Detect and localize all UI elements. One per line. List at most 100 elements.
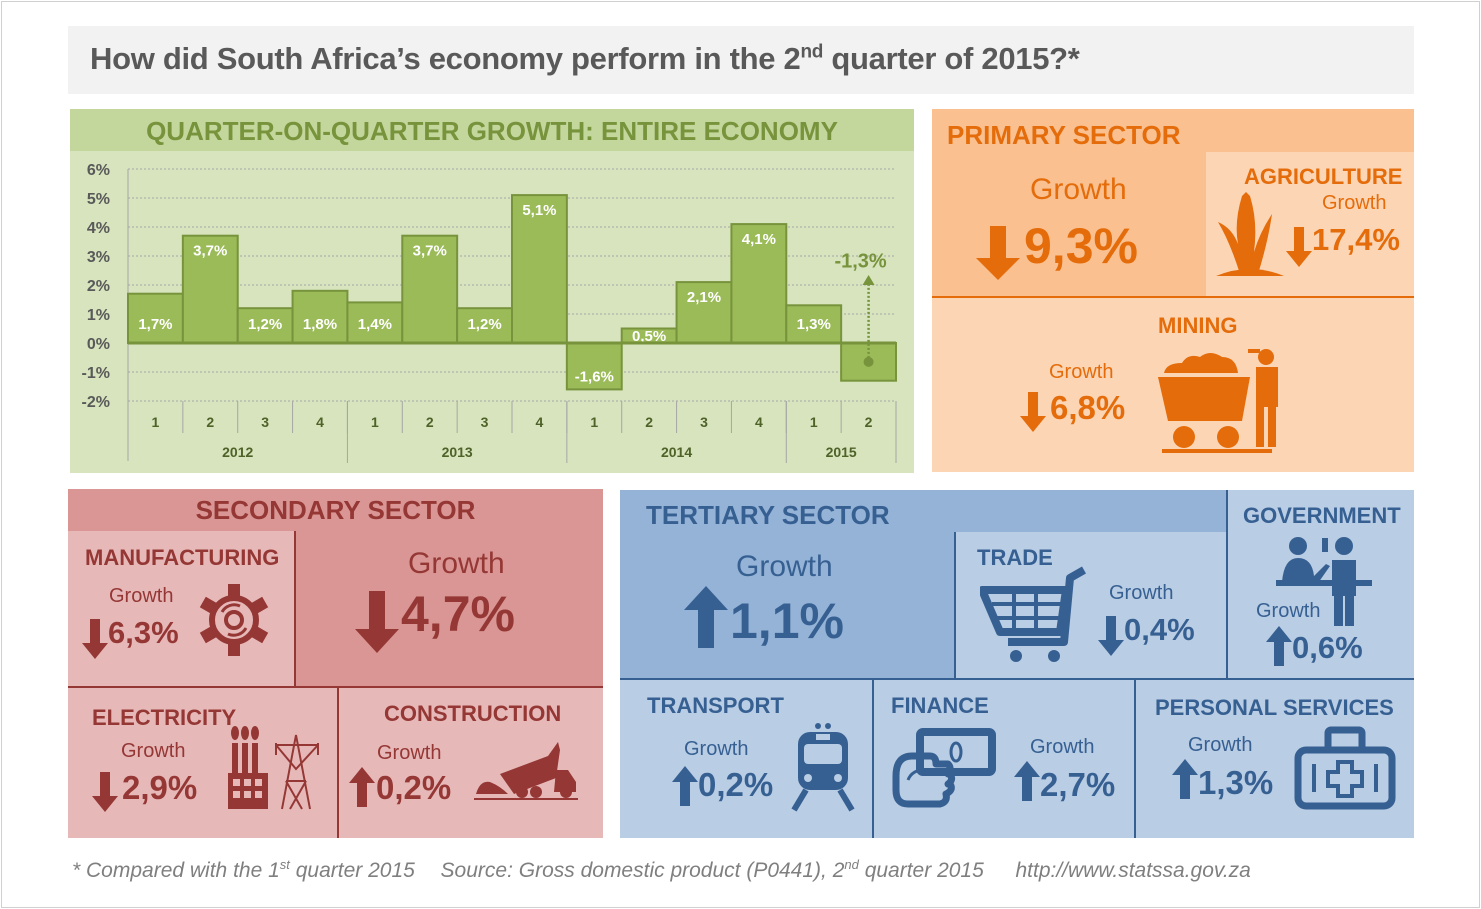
y-tick-label: 1% — [87, 307, 110, 324]
x-category-label: 2 — [426, 414, 434, 430]
shopping-cart-icon — [980, 566, 1086, 662]
train-icon — [791, 723, 855, 812]
title-bar: How did South Africa’s economy perform i… — [68, 26, 1414, 94]
y-tick-label: 2% — [87, 278, 110, 295]
construction-title: CONSTRUCTION — [384, 701, 562, 726]
data-label: 1,3% — [797, 316, 831, 333]
electricity-growth-value: 2,9% — [122, 769, 198, 806]
electricity-title: ELECTRICITY — [92, 705, 237, 730]
trade-title: TRADE — [977, 545, 1053, 570]
chart-header: QUARTER-ON-QUARTER GROWTH: ENTIRE ECONOM… — [70, 109, 914, 151]
agriculture-growth-value: 17,4% — [1312, 222, 1400, 257]
title-sup: nd — [800, 41, 824, 63]
tertiary-sector-panel: TERTIARY SECTOR Growth 1,1% TRADE Growth… — [620, 490, 1414, 838]
x-group-label: 2013 — [442, 444, 473, 460]
arrow-down-icon — [82, 619, 108, 659]
y-tick-label: -2% — [82, 394, 110, 411]
arrow-up-icon — [684, 586, 728, 648]
trade-growth-label: Growth — [1109, 582, 1174, 604]
y-tick-label: 6% — [87, 162, 110, 179]
bar — [785, 304, 843, 345]
transport-growth-value: 0,2% — [698, 766, 774, 803]
data-label: 0,5% — [632, 328, 666, 345]
secondary-sector-panel: SECONDARY SECTOR MANUFACTURING Growth 6,… — [68, 489, 603, 838]
secondary-sector-title: SECONDARY SECTOR — [195, 495, 476, 525]
arrow-up-icon — [1014, 761, 1040, 801]
x-group-label: 2012 — [222, 444, 253, 460]
footer-note-sup: st — [279, 857, 290, 872]
footer: * Compared with the 1st quarter 2015 Sou… — [72, 857, 1251, 883]
transport-title: TRANSPORT — [647, 693, 784, 718]
footer-url-link[interactable]: http://www.statssa.gov.za — [1015, 859, 1251, 882]
x-category-label: 3 — [481, 414, 489, 430]
arrow-down-icon — [976, 226, 1020, 280]
divider — [68, 686, 603, 688]
tertiary-growth-value: 1,1% — [730, 593, 844, 649]
agriculture-growth-label: Growth — [1322, 192, 1387, 214]
x-category-label: 3 — [700, 414, 708, 430]
construction-growth-label: Growth — [377, 742, 442, 764]
tertiary-sector-title: TERTIARY SECTOR — [646, 500, 890, 530]
dump-truck-icon — [474, 742, 578, 800]
chart-title: QUARTER-ON-QUARTER GROWTH: ENTIRE ECONOM… — [146, 116, 838, 146]
arrow-down-icon — [1020, 392, 1046, 432]
mine-cart-icon — [1158, 349, 1278, 453]
x-group-label: 2014 — [661, 444, 692, 460]
mining-growth-label: Growth — [1049, 361, 1114, 383]
arrow-down-icon — [1098, 616, 1124, 656]
manufacturing-growth-label: Growth — [109, 585, 174, 607]
x-category-label: 4 — [316, 414, 324, 430]
footer-source-suffix: quarter 2015 — [858, 859, 984, 882]
manufacturing-title: MANUFACTURING — [85, 545, 280, 570]
data-label: 1,2% — [467, 316, 501, 333]
tertiary-growth-label: Growth — [736, 550, 833, 583]
tertiary-summary — [620, 532, 954, 678]
data-label: 5,1% — [522, 202, 556, 219]
government-growth-label: Growth — [1256, 600, 1321, 622]
y-tick-label: 3% — [87, 249, 110, 266]
government-title: GOVERNMENT — [1243, 503, 1401, 528]
transport-growth-label: Growth — [684, 738, 749, 760]
arrow-up-icon — [1266, 626, 1292, 666]
agriculture-card: AGRICULTURE Growth 17,4% — [1206, 152, 1414, 296]
x-category-label: 3 — [261, 414, 269, 430]
money-hand-icon — [892, 728, 996, 808]
mining-growth-value: 6,8% — [1050, 389, 1126, 426]
primary-sector-panel: PRIMARY SECTOR Growth 9,3% AGRICULTURE G… — [932, 109, 1414, 472]
data-label: 3,7% — [193, 243, 227, 260]
x-category-label: 2 — [865, 414, 873, 430]
divider — [954, 532, 956, 678]
x-category-label: 1 — [590, 414, 598, 430]
personal-services-title: PERSONAL SERVICES — [1155, 695, 1394, 720]
x-category-label: 1 — [371, 414, 379, 430]
secondary-growth-value: 4,7% — [401, 586, 515, 642]
primary-sector-title: PRIMARY SECTOR — [947, 120, 1181, 150]
x-category-label: 4 — [536, 414, 544, 430]
data-label: 4,1% — [742, 231, 776, 248]
data-label: 1,2% — [248, 316, 282, 333]
footer-note: * Compared with the 1st quarter 2015 — [72, 857, 415, 882]
data-label: 1,8% — [303, 316, 337, 333]
y-tick-label: 4% — [87, 220, 110, 237]
arrow-down-icon — [355, 591, 399, 653]
construction-growth-value: 0,2% — [376, 769, 452, 806]
y-tick-label: 0% — [87, 336, 110, 353]
x-category-label: 2 — [206, 414, 214, 430]
personal-services-growth-value: 1,3% — [1198, 764, 1274, 801]
footer-source: Source: Gross domestic product (P0441), … — [440, 857, 984, 882]
page-title: How did South Africa’s economy perform i… — [90, 41, 1080, 77]
bar — [401, 234, 459, 344]
title-prefix: How did South Africa’s economy perform i… — [90, 41, 801, 76]
finance-title: FINANCE — [891, 693, 989, 718]
primary-growth-label: Growth — [1030, 173, 1127, 206]
trade-growth-value: 0,4% — [1124, 612, 1195, 647]
footer-source-prefix: Source: Gross domestic product (P0441), … — [440, 859, 845, 882]
service-counter-icon — [1276, 537, 1372, 626]
manufacturing-growth-value: 6,3% — [108, 615, 179, 650]
footer-note-suffix: quarter 2015 — [289, 859, 415, 882]
arrow-up-icon — [349, 767, 375, 807]
y-tick-label: 5% — [87, 191, 110, 208]
gear-icon — [199, 584, 269, 656]
arrow-up-icon — [672, 766, 698, 806]
